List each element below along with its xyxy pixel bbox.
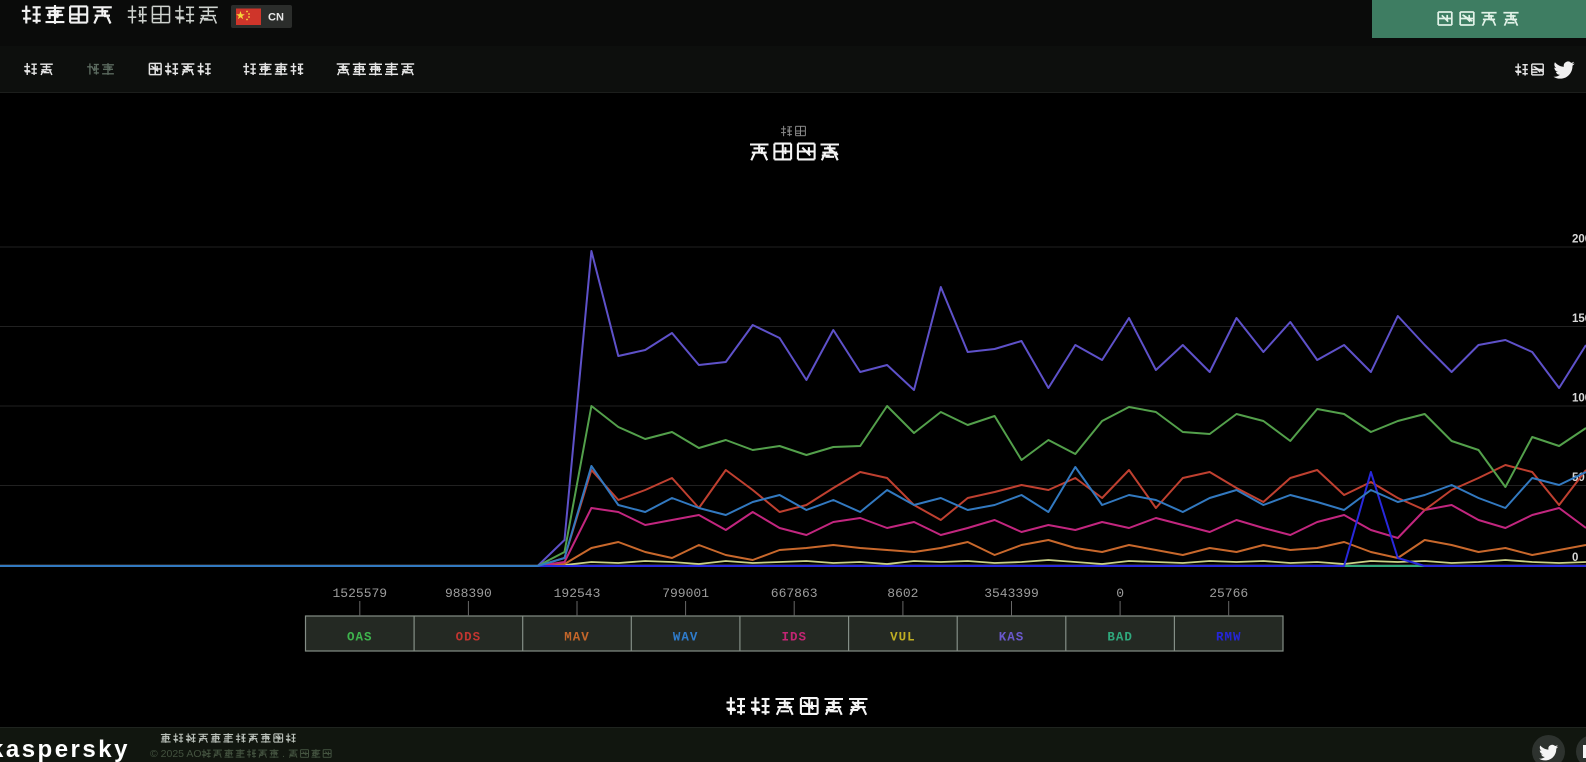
svg-text:799001: 799001 xyxy=(662,586,709,601)
svg-text:MAV: MAV xyxy=(564,631,590,645)
svg-text:CN: CN xyxy=(268,12,284,24)
svg-text:667863: 667863 xyxy=(771,586,818,601)
svg-text:VUL: VUL xyxy=(890,631,916,645)
svg-text:kaspersky: kaspersky xyxy=(0,736,130,762)
svg-text:3543399: 3543399 xyxy=(984,586,1039,601)
svg-text:RMW: RMW xyxy=(1216,631,1242,645)
svg-text:8602: 8602 xyxy=(887,586,918,601)
svg-text:KAS: KAS xyxy=(999,631,1025,645)
svg-text:1525579: 1525579 xyxy=(332,586,387,601)
svg-text:OAS: OAS xyxy=(347,631,373,645)
svg-text:© 2025 AO: © 2025 AO xyxy=(150,748,202,760)
svg-text:192543: 192543 xyxy=(554,586,601,601)
svg-text:0: 0 xyxy=(1116,586,1124,601)
svg-text:988390: 988390 xyxy=(445,586,492,601)
svg-text:BAD: BAD xyxy=(1107,631,1133,645)
svg-text:25766: 25766 xyxy=(1209,586,1248,601)
svg-text:IDS: IDS xyxy=(781,631,807,645)
svg-text:100: 100 xyxy=(1572,393,1586,405)
svg-text:150: 150 xyxy=(1572,313,1586,325)
svg-text:0: 0 xyxy=(1572,552,1578,564)
svg-text:.: . xyxy=(282,748,285,760)
svg-text:200: 200 xyxy=(1572,234,1586,246)
svg-text:WAV: WAV xyxy=(673,631,699,645)
svg-text:ODS: ODS xyxy=(456,631,482,645)
